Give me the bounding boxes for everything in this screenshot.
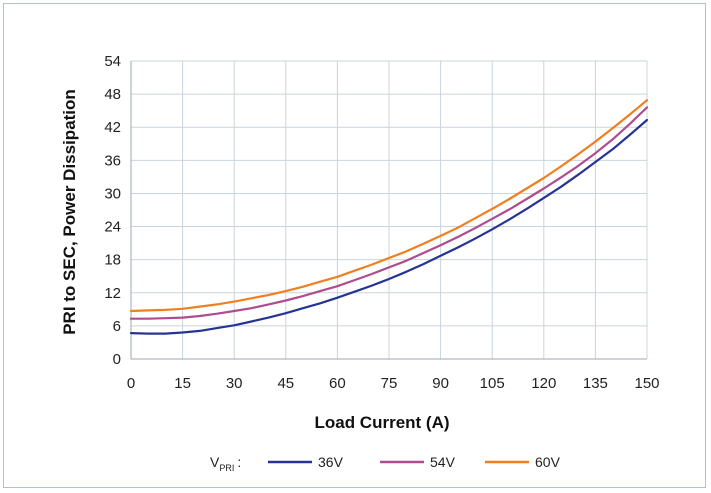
y-tick-label: 0 xyxy=(113,351,121,368)
x-tick-label: 135 xyxy=(583,375,608,392)
legend-prefix-symbol: V xyxy=(210,454,220,470)
y-tick-label: 54 xyxy=(104,53,121,70)
y-tick-label: 42 xyxy=(104,119,121,136)
y-tick-label: 24 xyxy=(104,219,121,236)
x-axis-title: Load Current (A) xyxy=(314,413,449,432)
series-lines xyxy=(129,99,649,335)
x-tick-label: 15 xyxy=(174,375,191,392)
axes xyxy=(130,61,647,360)
legend-label-36v: 36V xyxy=(318,454,344,470)
legend-prefix: VPRI: xyxy=(210,454,241,473)
series-line-54v xyxy=(129,106,649,320)
legend-prefix-colon: : xyxy=(237,454,241,470)
x-tick-labels: 0 15 30 45 60 75 90 105 120 135 150 xyxy=(127,375,660,392)
x-tick-label: 120 xyxy=(531,375,556,392)
chart-frame xyxy=(3,3,706,488)
series-line-36v xyxy=(129,118,649,335)
x-tick-label: 75 xyxy=(381,375,398,392)
legend-label-60v: 60V xyxy=(535,454,561,470)
y-tick-label: 12 xyxy=(104,285,121,302)
x-tick-label: 45 xyxy=(277,375,294,392)
legend-prefix-subscript: PRI xyxy=(219,463,234,473)
x-tick-label: 30 xyxy=(226,375,243,392)
y-tick-label: 48 xyxy=(104,86,121,103)
y-tick-labels: 0 6 12 18 24 30 36 42 48 54 xyxy=(104,53,121,368)
x-tick-label: 90 xyxy=(432,375,449,392)
y-tick-label: 18 xyxy=(104,252,121,269)
x-tick-label: 105 xyxy=(480,375,505,392)
y-tick-label: 30 xyxy=(104,185,121,202)
x-tick-label: 150 xyxy=(634,375,659,392)
y-axis-title: PRI to SEC, Power Dissipation xyxy=(60,89,79,335)
legend: VPRI: 36V 54V 60V xyxy=(210,454,561,473)
series-line-60v xyxy=(129,99,649,313)
y-tick-label: 6 xyxy=(113,318,121,335)
legend-label-54v: 54V xyxy=(430,454,456,470)
y-tick-label: 36 xyxy=(104,152,121,169)
x-tick-label: 60 xyxy=(329,375,346,392)
x-tick-label: 0 xyxy=(127,375,135,392)
